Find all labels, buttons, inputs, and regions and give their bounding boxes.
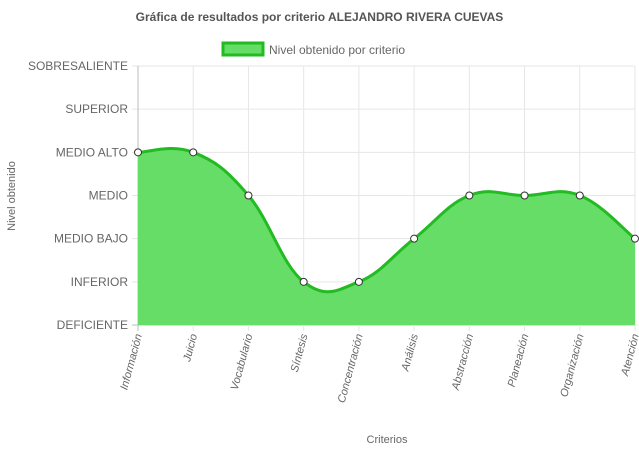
y-tick-label: MEDIO (89, 189, 128, 203)
x-tick-label: Abstracción (450, 333, 477, 393)
chart-title: Gráfica de resultados por criterio ALEJA… (136, 10, 504, 24)
x-tick-label: Organización (558, 333, 586, 399)
y-axis-ticks: DEFICIENTE INFERIOR MEDIO BAJO MEDIO MEDIO A… (28, 59, 128, 332)
data-point[interactable] (244, 191, 253, 200)
x-tick-label: Atención (619, 333, 639, 378)
y-tick-label: MEDIO BAJO (54, 232, 128, 246)
x-tick-label: Información (118, 333, 144, 392)
data-point[interactable] (520, 191, 529, 200)
x-axis-ticks: Información Juicio Vocabulario Síntesis Conc… (118, 332, 639, 404)
x-tick-label: Planeación (506, 333, 532, 389)
data-point[interactable] (299, 277, 308, 286)
y-tick-label: SUPERIOR (65, 102, 128, 116)
legend-label: Nivel obtenido por criterio (269, 43, 405, 57)
plot-area (137, 147, 636, 325)
data-point[interactable] (465, 191, 474, 200)
series-line (137, 147, 636, 294)
data-points (134, 148, 639, 286)
x-tick-label: Síntesis (289, 332, 311, 373)
legend-swatch (221, 41, 265, 57)
series-area (138, 148, 635, 325)
y-tick-label: INFERIOR (71, 275, 129, 289)
legend[interactable]: Nivel obtenido por criterio (221, 41, 405, 57)
y-axis-label: Nivel obtenido (6, 161, 18, 231)
y-tick-label: MEDIO ALTO (56, 145, 128, 159)
y-tick-label: SOBRESALIENTE (28, 59, 128, 73)
x-tick-label: Vocabulario (229, 333, 256, 392)
data-point[interactable] (575, 191, 584, 200)
data-point[interactable] (189, 148, 198, 157)
x-axis-label: Criterios (367, 434, 408, 446)
data-point[interactable] (354, 277, 363, 286)
y-tick-label: DEFICIENTE (57, 318, 128, 332)
x-tick-label: Análisis (399, 332, 421, 373)
x-tick-label: Juicio (181, 333, 200, 364)
data-point[interactable] (410, 234, 419, 243)
data-point[interactable] (631, 234, 639, 243)
data-point[interactable] (134, 148, 142, 157)
x-tick-label: Concentración (336, 333, 366, 405)
